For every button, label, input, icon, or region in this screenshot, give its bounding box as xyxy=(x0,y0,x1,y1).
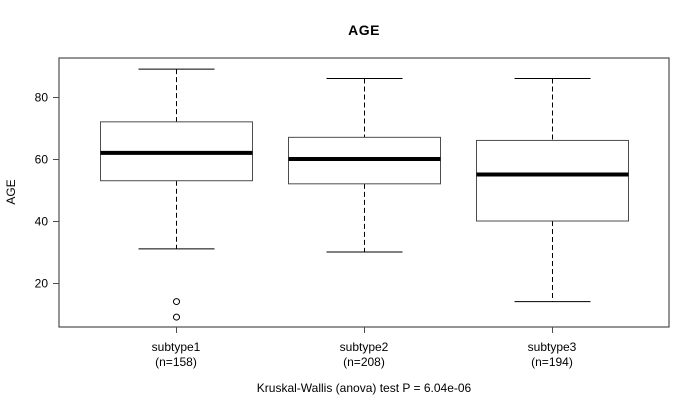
x-tick-sublabel: (n=208) xyxy=(343,355,385,369)
x-tick-label: subtype3 xyxy=(527,340,577,354)
y-tick-label: 80 xyxy=(35,91,49,105)
outlier-point xyxy=(173,298,180,306)
x-tick-label: subtype2 xyxy=(339,340,389,354)
x-tick-label-group-2: subtype2 (n=208) xyxy=(294,340,434,370)
y-tick-label: 40 xyxy=(35,215,49,229)
x-tick-label: subtype1 xyxy=(151,340,201,354)
x-tick-label-group-1: subtype1 (n=158) xyxy=(106,340,246,370)
y-tick-label: 20 xyxy=(35,277,49,291)
stat-annotation: Kruskal-Wallis (anova) test P = 6.04e-06 xyxy=(256,381,472,395)
x-tick-sublabel: (n=158) xyxy=(155,355,197,369)
y-tick-label: 60 xyxy=(35,153,49,167)
outlier-point xyxy=(173,313,180,321)
x-tick-sublabel: (n=194) xyxy=(531,355,573,369)
x-tick-label-group-3: subtype3 (n=194) xyxy=(482,340,622,370)
iqr-box xyxy=(476,139,629,222)
chart-title: AGE xyxy=(348,22,380,38)
